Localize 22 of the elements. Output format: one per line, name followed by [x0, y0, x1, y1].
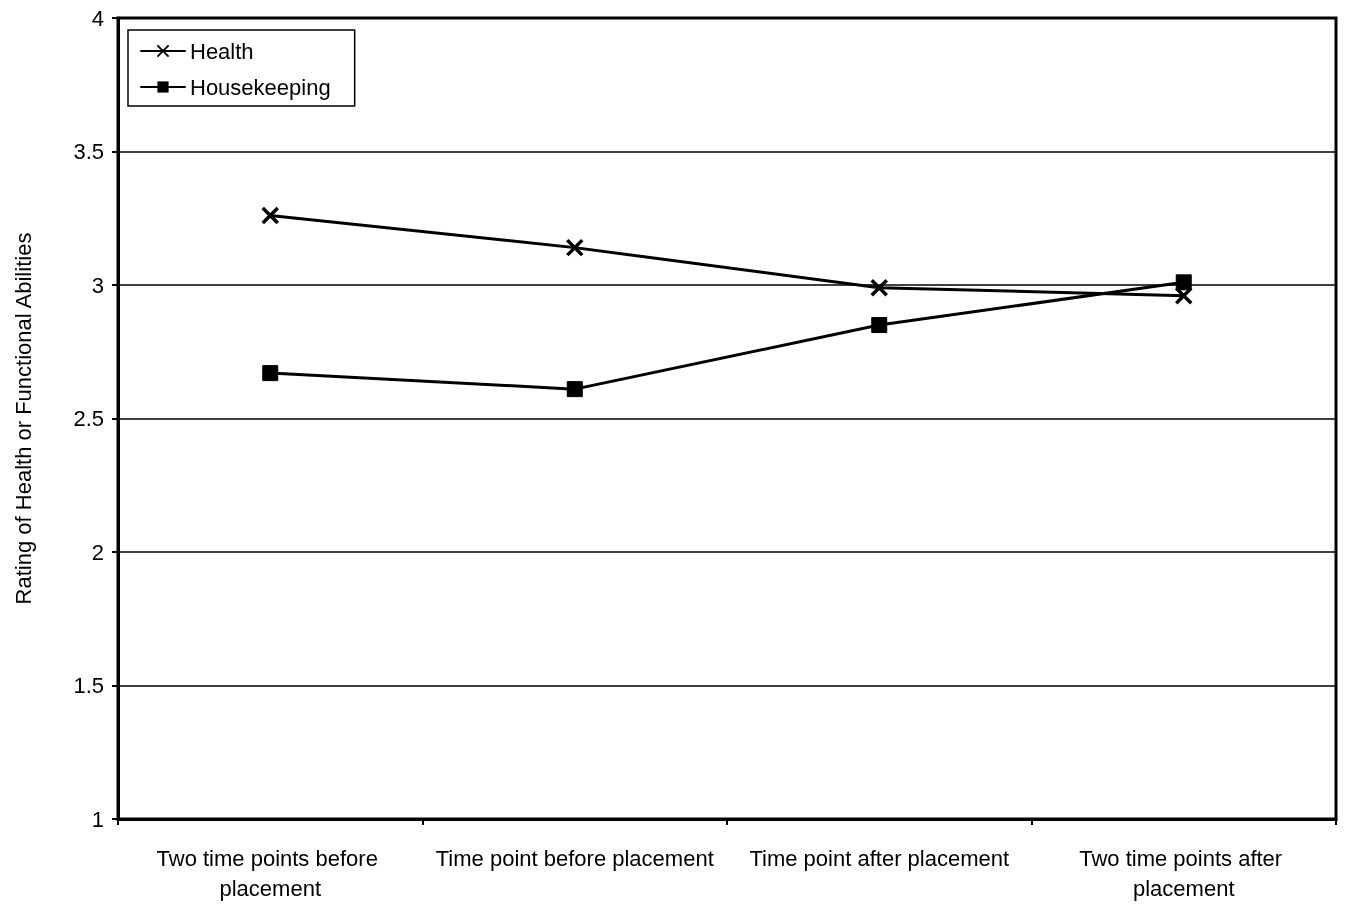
- point: [870, 278, 889, 297]
- point: [565, 238, 584, 257]
- y-axis-title: Rating of Health or Functional Abilities: [10, 232, 36, 605]
- point: [566, 381, 583, 398]
- point: [871, 317, 888, 334]
- x-tick-label: Time point after placement: [749, 845, 1010, 871]
- point: [1174, 286, 1193, 305]
- point: [261, 206, 280, 225]
- y-tick-label: 2: [91, 539, 104, 565]
- legend-label: Health: [190, 38, 254, 64]
- y-tick-label: 3: [91, 272, 104, 298]
- x-tick-label: Two time points before placement: [156, 845, 384, 901]
- y-tick-label: 4: [91, 5, 104, 31]
- y-tick-label: 2.5: [73, 406, 104, 431]
- point: [1175, 274, 1192, 291]
- y-tick-label: 3.5: [73, 139, 104, 164]
- x-tick-label: Time point before placement: [435, 845, 714, 871]
- y-tick-label: 1.5: [73, 673, 104, 698]
- legend-label: Housekeeping: [190, 74, 331, 100]
- x-tick-label: Two time points after placement: [1079, 845, 1289, 901]
- point: [262, 365, 279, 382]
- y-tick-label: 1: [91, 806, 104, 832]
